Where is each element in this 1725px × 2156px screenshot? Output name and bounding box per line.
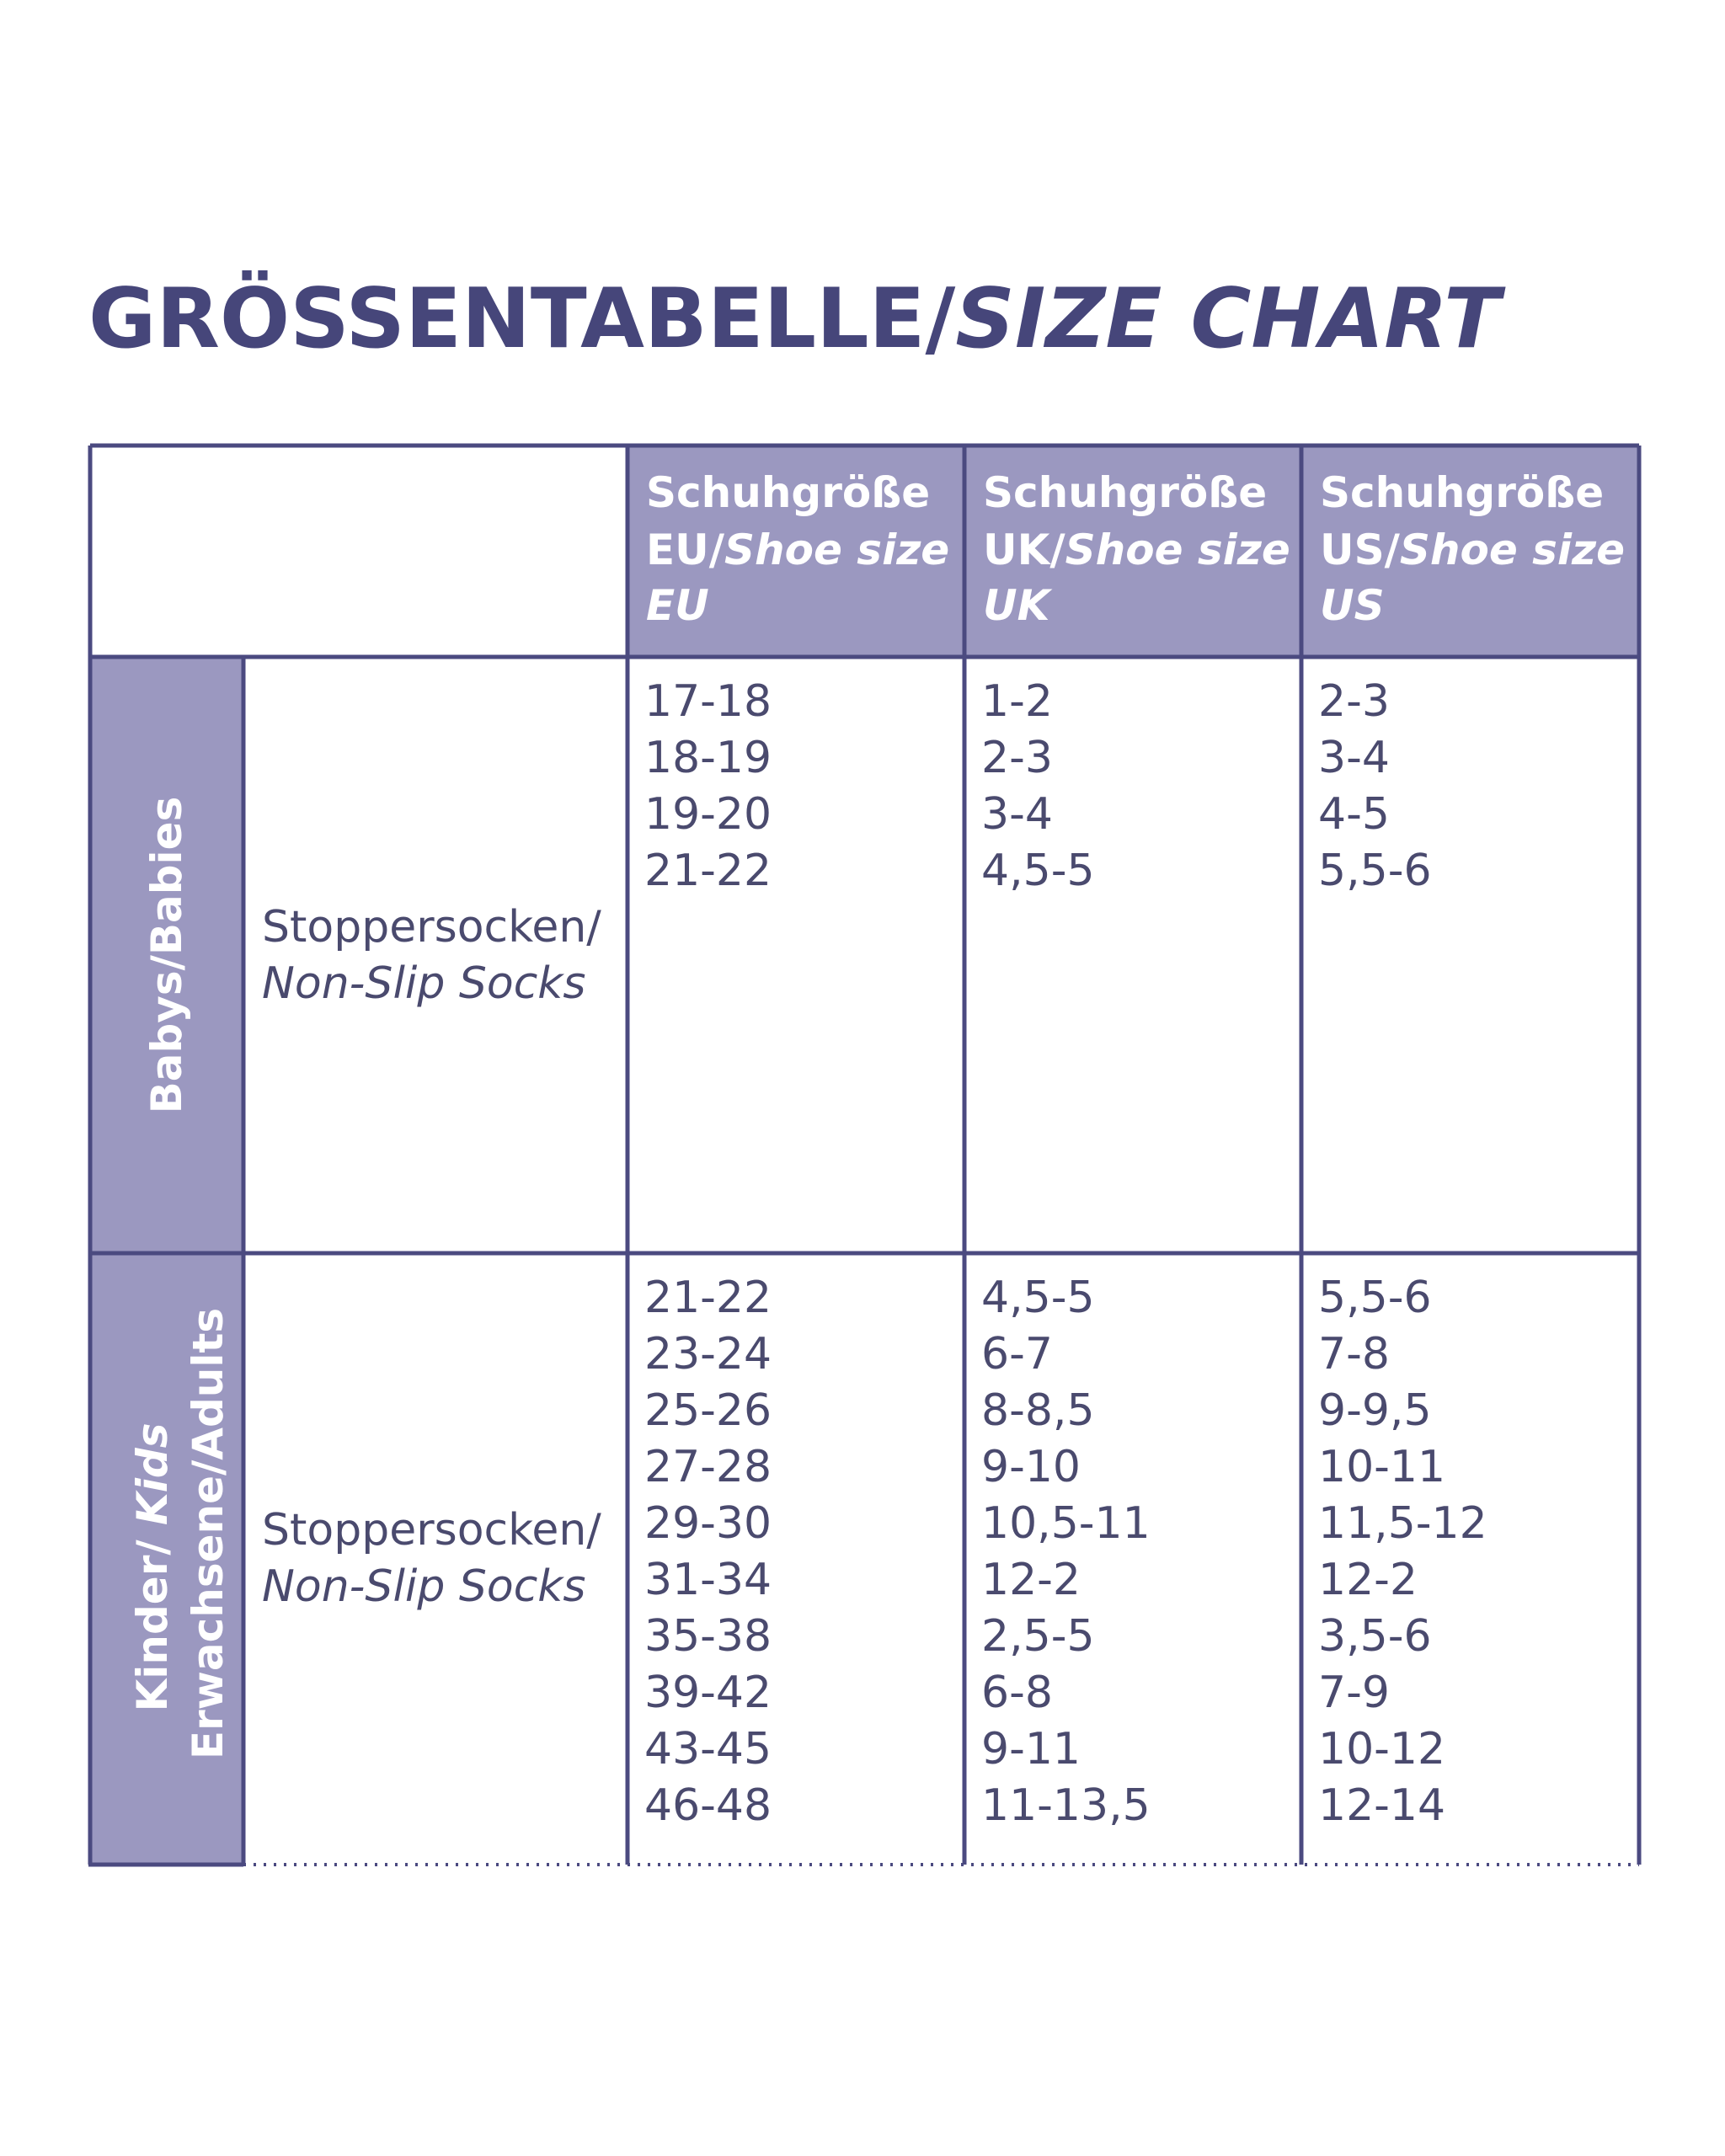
- size-cell: 19-20: [644, 789, 772, 840]
- size-cell: 2-3: [981, 733, 1053, 783]
- size-cell: 35-38: [644, 1611, 772, 1662]
- size-cell: 21-22: [644, 1273, 772, 1323]
- size-cell: 7-9: [1318, 1668, 1390, 1718]
- product-de: Stoppersocken/: [262, 902, 601, 953]
- group-label-en: Kids: [128, 1423, 177, 1525]
- size-cell: 5,5-6: [1318, 1273, 1432, 1323]
- size-cell: 12-2: [981, 1555, 1081, 1605]
- size-cell: 17-18: [644, 676, 772, 727]
- size-cell: 12-2: [1318, 1555, 1418, 1605]
- group-bg: [90, 657, 243, 1865]
- size-cell: 3-4: [981, 789, 1053, 840]
- size-cell: 21-22: [644, 846, 772, 896]
- size-cell: 8-8,5: [981, 1385, 1095, 1436]
- size-cell: 4-5: [1318, 789, 1390, 840]
- size-cell: 39-42: [644, 1668, 772, 1718]
- size-cell: 2,5-5: [981, 1611, 1095, 1662]
- size-cell: 6-8: [981, 1668, 1053, 1718]
- size-cell: 11,5-12: [1318, 1498, 1487, 1549]
- size-cell: 9-11: [981, 1724, 1081, 1774]
- group-label: Kinder/ Kids: [128, 1423, 177, 1712]
- header-line: EU: [646, 581, 709, 630]
- size-cell: 5,5-6: [1318, 846, 1432, 896]
- header-en: Shoe size: [724, 526, 949, 574]
- header-line: UK: [983, 581, 1053, 630]
- size-cell: 27-28: [644, 1442, 772, 1492]
- header-line: Schuhgröße: [1320, 468, 1604, 517]
- size-cell: 23-24: [644, 1329, 772, 1380]
- product-en: Non-Slip Socks: [262, 958, 586, 1009]
- size-cell: 2-3: [1318, 676, 1390, 727]
- size-cell: 31-34: [644, 1555, 772, 1605]
- size-cell: 10-12: [1318, 1724, 1445, 1774]
- header-bg: [628, 446, 1639, 657]
- group-label: Babys/Babies: [142, 797, 191, 1114]
- header-code: US/: [1320, 526, 1401, 574]
- header-line: EU/Shoe size: [646, 526, 949, 574]
- header-code: UK/: [983, 526, 1065, 574]
- header-line: Schuhgröße: [646, 468, 930, 517]
- size-cell: 43-45: [644, 1724, 772, 1774]
- group-label-de: Kinder/: [128, 1525, 177, 1712]
- product-en: Non-Slip Socks: [262, 1561, 586, 1612]
- header-code: EU/: [646, 526, 725, 574]
- size-cell: 10-11: [1318, 1442, 1445, 1492]
- size-cell: 7-8: [1318, 1329, 1390, 1380]
- header-line: Schuhgröße: [983, 468, 1267, 517]
- size-cell: 25-26: [644, 1385, 772, 1436]
- title: GRÖSSENTABELLE/SIZE CHART: [88, 270, 1506, 367]
- size-cell: 29-30: [644, 1498, 772, 1549]
- product-de: Stoppersocken/: [262, 1505, 601, 1556]
- title-main: GRÖSSENTABELLE/: [88, 270, 955, 367]
- size-cell: 12-14: [1318, 1780, 1445, 1831]
- size-cell: 10,5-11: [981, 1498, 1151, 1549]
- size-cell: 11-13,5: [981, 1780, 1151, 1831]
- size-cell: 1-2: [981, 676, 1053, 727]
- header-line: US: [1320, 581, 1385, 630]
- size-cell: 3-4: [1318, 733, 1390, 783]
- size-cell: 4,5-5: [981, 846, 1095, 896]
- size-cell: 6-7: [981, 1329, 1053, 1380]
- header-en: Shoe size: [1400, 526, 1625, 574]
- size-cell: 9-10: [981, 1442, 1081, 1492]
- title-italic: SIZE CHART: [955, 271, 1506, 367]
- size-cell: 4,5-5: [981, 1273, 1095, 1323]
- header-line: UK/Shoe size: [983, 526, 1290, 574]
- size-cell: 9-9,5: [1318, 1385, 1432, 1436]
- size-cell: 46-48: [644, 1780, 772, 1831]
- header-line: US/Shoe size: [1320, 526, 1625, 574]
- size-cell: 3,5-6: [1318, 1611, 1432, 1662]
- header-en: Shoe size: [1065, 526, 1290, 574]
- group-label: Erwachsene/Adults: [184, 1308, 232, 1759]
- size-cell: 18-19: [644, 733, 772, 783]
